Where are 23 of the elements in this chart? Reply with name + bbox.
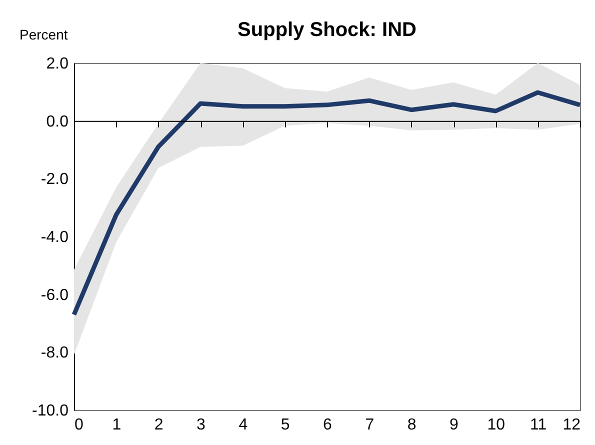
x-tick-label: 1 bbox=[112, 416, 122, 434]
x-tick-label: 3 bbox=[196, 416, 206, 434]
line-series bbox=[72, 90, 582, 317]
x-tick-label: 7 bbox=[365, 416, 374, 434]
x-tick-label: 0 bbox=[74, 416, 84, 434]
y-axis-title: Percent bbox=[20, 26, 68, 42]
y-tick-label: -6.0 bbox=[40, 286, 69, 304]
chart-title: Supply Shock: IND bbox=[238, 19, 416, 41]
y-tick-label: -2.0 bbox=[40, 171, 69, 188]
x-tick-label: 12 bbox=[562, 416, 581, 434]
x-tick-label: 8 bbox=[407, 416, 416, 434]
x-tick-label: 10 bbox=[487, 416, 506, 434]
x-tick-label: 11 bbox=[530, 416, 547, 434]
x-tick-label: 4 bbox=[238, 416, 248, 434]
y-tick-label: 2.0 bbox=[46, 56, 69, 72]
x-tick-label: 5 bbox=[280, 416, 290, 434]
x-tick-label: 2 bbox=[154, 416, 164, 434]
x-tick-label: 6 bbox=[323, 416, 332, 434]
y-tick-label: -8.0 bbox=[40, 344, 69, 362]
y-tick-label: 0.0 bbox=[46, 113, 69, 130]
x-tick-label: 9 bbox=[450, 416, 459, 434]
y-tick-label: -10.0 bbox=[32, 402, 69, 420]
y-tick-label: -4.0 bbox=[40, 229, 69, 246]
